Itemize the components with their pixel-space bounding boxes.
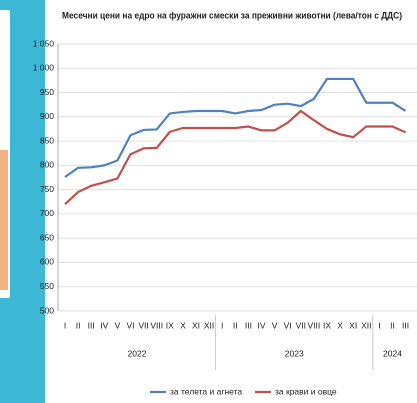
x-tick-label: XII [361,320,371,330]
y-tick-label: 1 050 [33,38,55,48]
x-tick-label: X [337,320,343,330]
side-bar-fragment [0,150,8,290]
x-tick-label: XI [349,320,357,330]
y-tick-label: 700 [40,208,54,218]
y-tick-label: 950 [40,87,54,97]
x-tick-label: I [378,320,380,330]
y-tick-label: 800 [40,160,54,170]
x-tick-label: V [115,320,121,330]
y-tick-label: 900 [40,111,54,121]
x-tick-label: IX [323,320,331,330]
y-tick-label: 650 [40,232,54,242]
x-tick-label: XII [204,320,214,330]
y-tick-label: 750 [40,184,54,194]
x-tick-label: II [390,320,395,330]
x-tick-label: IV [257,320,265,330]
x-tick-label: I [221,320,223,330]
x-tick-label: II [76,320,81,330]
x-tick-label: VIII [150,320,163,330]
x-tick-label: V [272,320,278,330]
x-tick-label: I [64,320,66,330]
year-label: 2023 [285,348,304,358]
y-tick-label: 550 [40,281,54,291]
x-tick-label: VII [138,320,148,330]
chart-title: Месечни цени на едро на фуражни смески з… [62,11,402,22]
legend-label: за крави и овце [275,386,337,396]
x-tick-label: VII [296,320,306,330]
y-tick-label: 1 000 [33,63,55,73]
x-tick-label: III [402,320,409,330]
legend-label: за телета и агнета [170,386,242,396]
year-label: 2022 [128,348,147,358]
x-tick-label: II [233,320,238,330]
x-tick-label: IV [100,320,108,330]
x-tick-label: III [88,320,95,330]
series-line [64,109,407,206]
y-tick-label: 500 [40,305,54,315]
series-line [64,77,407,178]
x-tick-label: XI [192,320,200,330]
year-label: 2024 [383,348,402,358]
x-tick-label: VI [284,320,292,330]
x-tick-label: VI [126,320,134,330]
x-tick-label: IX [166,320,174,330]
y-tick-label: 600 [40,257,54,267]
y-tick-label: 850 [40,135,54,145]
x-tick-label: III [245,320,252,330]
x-tick-label: VIII [308,320,321,330]
x-tick-label: X [180,320,186,330]
